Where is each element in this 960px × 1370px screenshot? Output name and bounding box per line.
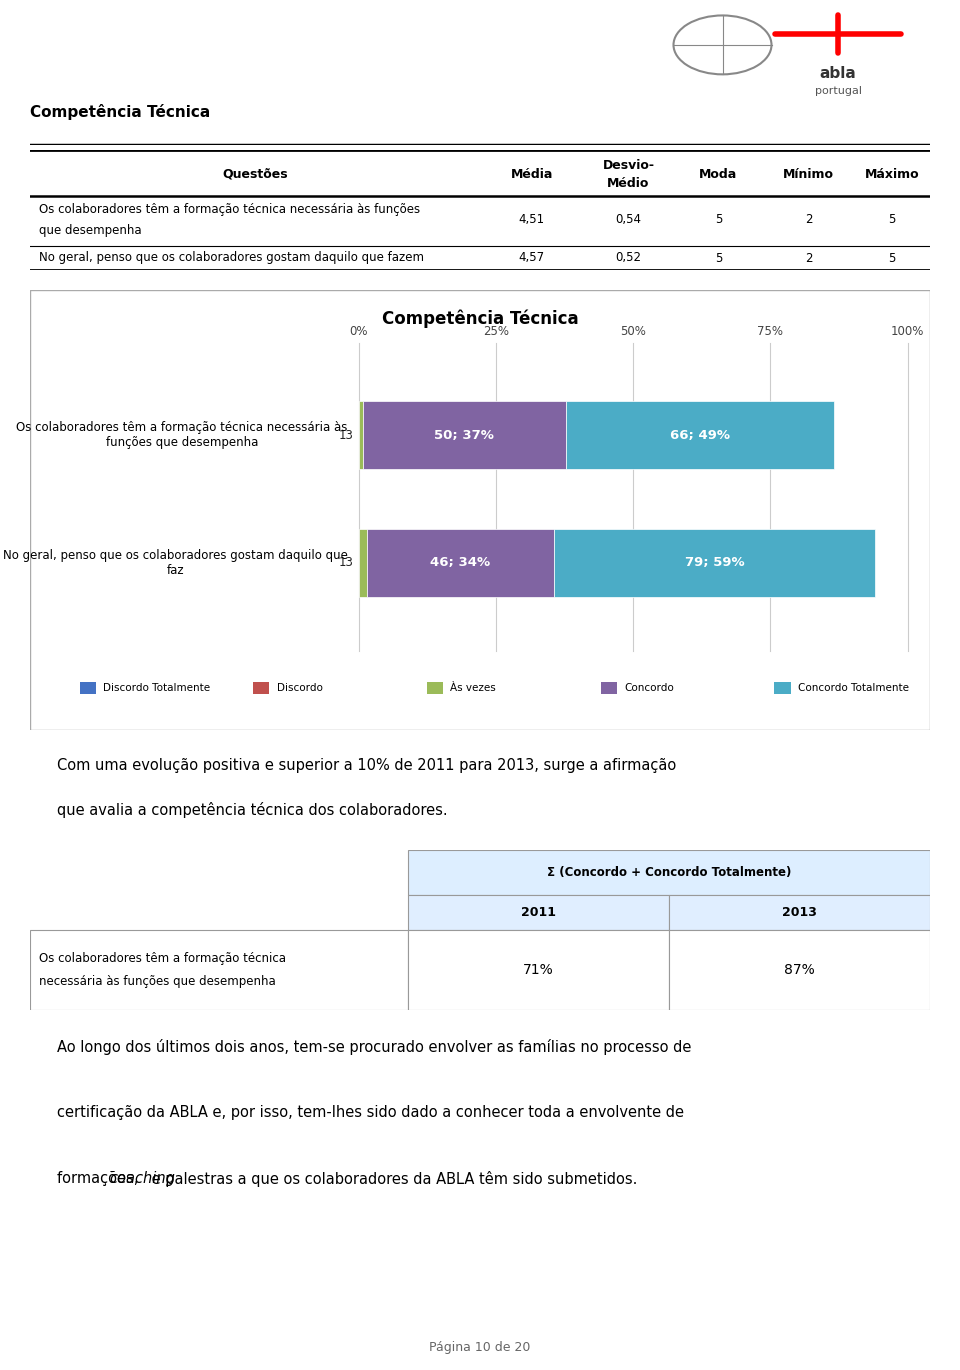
Bar bbox=[408, 849, 930, 895]
Text: Médio: Médio bbox=[608, 177, 650, 190]
Text: 75%: 75% bbox=[757, 326, 783, 338]
Text: 0%: 0% bbox=[349, 326, 368, 338]
Text: 2: 2 bbox=[804, 214, 812, 226]
Text: Mínimo: Mínimo bbox=[783, 167, 834, 181]
Text: Moda: Moda bbox=[700, 167, 737, 181]
Text: Página 10 de 20: Página 10 de 20 bbox=[429, 1341, 531, 1354]
Text: 66; 49%: 66; 49% bbox=[670, 429, 731, 441]
Text: 2: 2 bbox=[804, 252, 812, 264]
Text: Questões: Questões bbox=[222, 167, 288, 181]
Text: que avalia a competência técnica dos colaboradores.: que avalia a competência técnica dos col… bbox=[57, 801, 447, 818]
Text: 0,54: 0,54 bbox=[615, 214, 641, 226]
Text: 5: 5 bbox=[715, 214, 722, 226]
Text: Concordo Totalmente: Concordo Totalmente bbox=[798, 684, 909, 693]
Text: Com uma evolução positiva e superior a 10% de 2011 para 2013, surge a afirmação: Com uma evolução positiva e superior a 1… bbox=[57, 758, 676, 773]
Text: Ao longo dos últimos dois anos, tem-se procurado envolver as famílias no process: Ao longo dos últimos dois anos, tem-se p… bbox=[57, 1038, 691, 1055]
Bar bbox=[427, 682, 444, 695]
Bar bbox=[363, 401, 565, 470]
Text: Às vezes: Às vezes bbox=[450, 684, 496, 693]
Text: Σ (Concordo + Concordo Totalmente): Σ (Concordo + Concordo Totalmente) bbox=[547, 866, 791, 880]
Text: Competência Técnica: Competência Técnica bbox=[382, 310, 578, 329]
Bar bbox=[669, 895, 930, 930]
Bar bbox=[554, 529, 875, 597]
Text: 100%: 100% bbox=[891, 326, 924, 338]
Text: portugal: portugal bbox=[814, 85, 861, 96]
Text: 50; 37%: 50; 37% bbox=[434, 429, 494, 441]
Text: 5: 5 bbox=[715, 252, 722, 264]
Text: 50%: 50% bbox=[620, 326, 646, 338]
Text: 79; 59%: 79; 59% bbox=[684, 556, 744, 570]
Text: 5: 5 bbox=[888, 214, 896, 226]
Text: Desvio-: Desvio- bbox=[603, 159, 655, 173]
Bar bbox=[80, 682, 96, 695]
Text: 5: 5 bbox=[888, 252, 896, 264]
Text: No geral, penso que os colaboradores gostam daquilo que
faz: No geral, penso que os colaboradores gos… bbox=[3, 549, 348, 577]
Text: Competência Técnica: Competência Técnica bbox=[30, 104, 210, 121]
Text: 4,57: 4,57 bbox=[518, 252, 545, 264]
Text: 71%: 71% bbox=[523, 963, 554, 977]
Text: No geral, penso que os colaboradores gostam daquilo que fazem: No geral, penso que os colaboradores gos… bbox=[39, 252, 424, 264]
Bar bbox=[30, 930, 408, 1010]
Text: abla: abla bbox=[820, 66, 856, 81]
Text: 87%: 87% bbox=[784, 963, 815, 977]
Text: Os colaboradores têm a formação técnica: Os colaboradores têm a formação técnica bbox=[39, 952, 286, 966]
Bar bbox=[775, 682, 790, 695]
Text: Os colaboradores têm a formação técnica necessária às funções: Os colaboradores têm a formação técnica … bbox=[39, 204, 420, 216]
Bar bbox=[601, 682, 617, 695]
Text: 46; 34%: 46; 34% bbox=[430, 556, 491, 570]
Text: e palestras a que os colaboradores da ABLA têm sido submetidos.: e palestras a que os colaboradores da AB… bbox=[147, 1171, 637, 1186]
Text: formações,: formações, bbox=[57, 1171, 143, 1186]
Text: que desempenha: que desempenha bbox=[39, 223, 142, 237]
Bar bbox=[358, 529, 367, 597]
Text: 2013: 2013 bbox=[782, 906, 817, 919]
Text: Média: Média bbox=[511, 167, 553, 181]
Text: 25%: 25% bbox=[483, 326, 509, 338]
Bar bbox=[408, 895, 669, 930]
Text: Concordo: Concordo bbox=[624, 684, 674, 693]
Text: Discordo Totalmente: Discordo Totalmente bbox=[103, 684, 210, 693]
Text: necessária às funções que desempenha: necessária às funções que desempenha bbox=[39, 974, 276, 988]
Text: Discordo: Discordo bbox=[276, 684, 323, 693]
Text: 13: 13 bbox=[338, 429, 353, 441]
Bar bbox=[358, 401, 363, 470]
Bar bbox=[367, 529, 554, 597]
Bar bbox=[669, 930, 930, 1010]
Text: Máximo: Máximo bbox=[864, 167, 919, 181]
Text: certificação da ABLA e, por isso, tem-lhes sido dado a conhecer toda a envolvent: certificação da ABLA e, por isso, tem-lh… bbox=[57, 1106, 684, 1121]
Text: 4,51: 4,51 bbox=[518, 214, 545, 226]
Bar bbox=[408, 930, 669, 1010]
Text: 13: 13 bbox=[338, 556, 353, 570]
Bar bbox=[253, 682, 270, 695]
Text: coaching: coaching bbox=[109, 1171, 175, 1186]
Text: Os colaboradores têm a formação técnica necessária às
funções que desempenha: Os colaboradores têm a formação técnica … bbox=[16, 421, 348, 449]
Bar bbox=[565, 401, 834, 470]
Text: 0,52: 0,52 bbox=[615, 252, 641, 264]
Text: 2011: 2011 bbox=[521, 906, 556, 919]
